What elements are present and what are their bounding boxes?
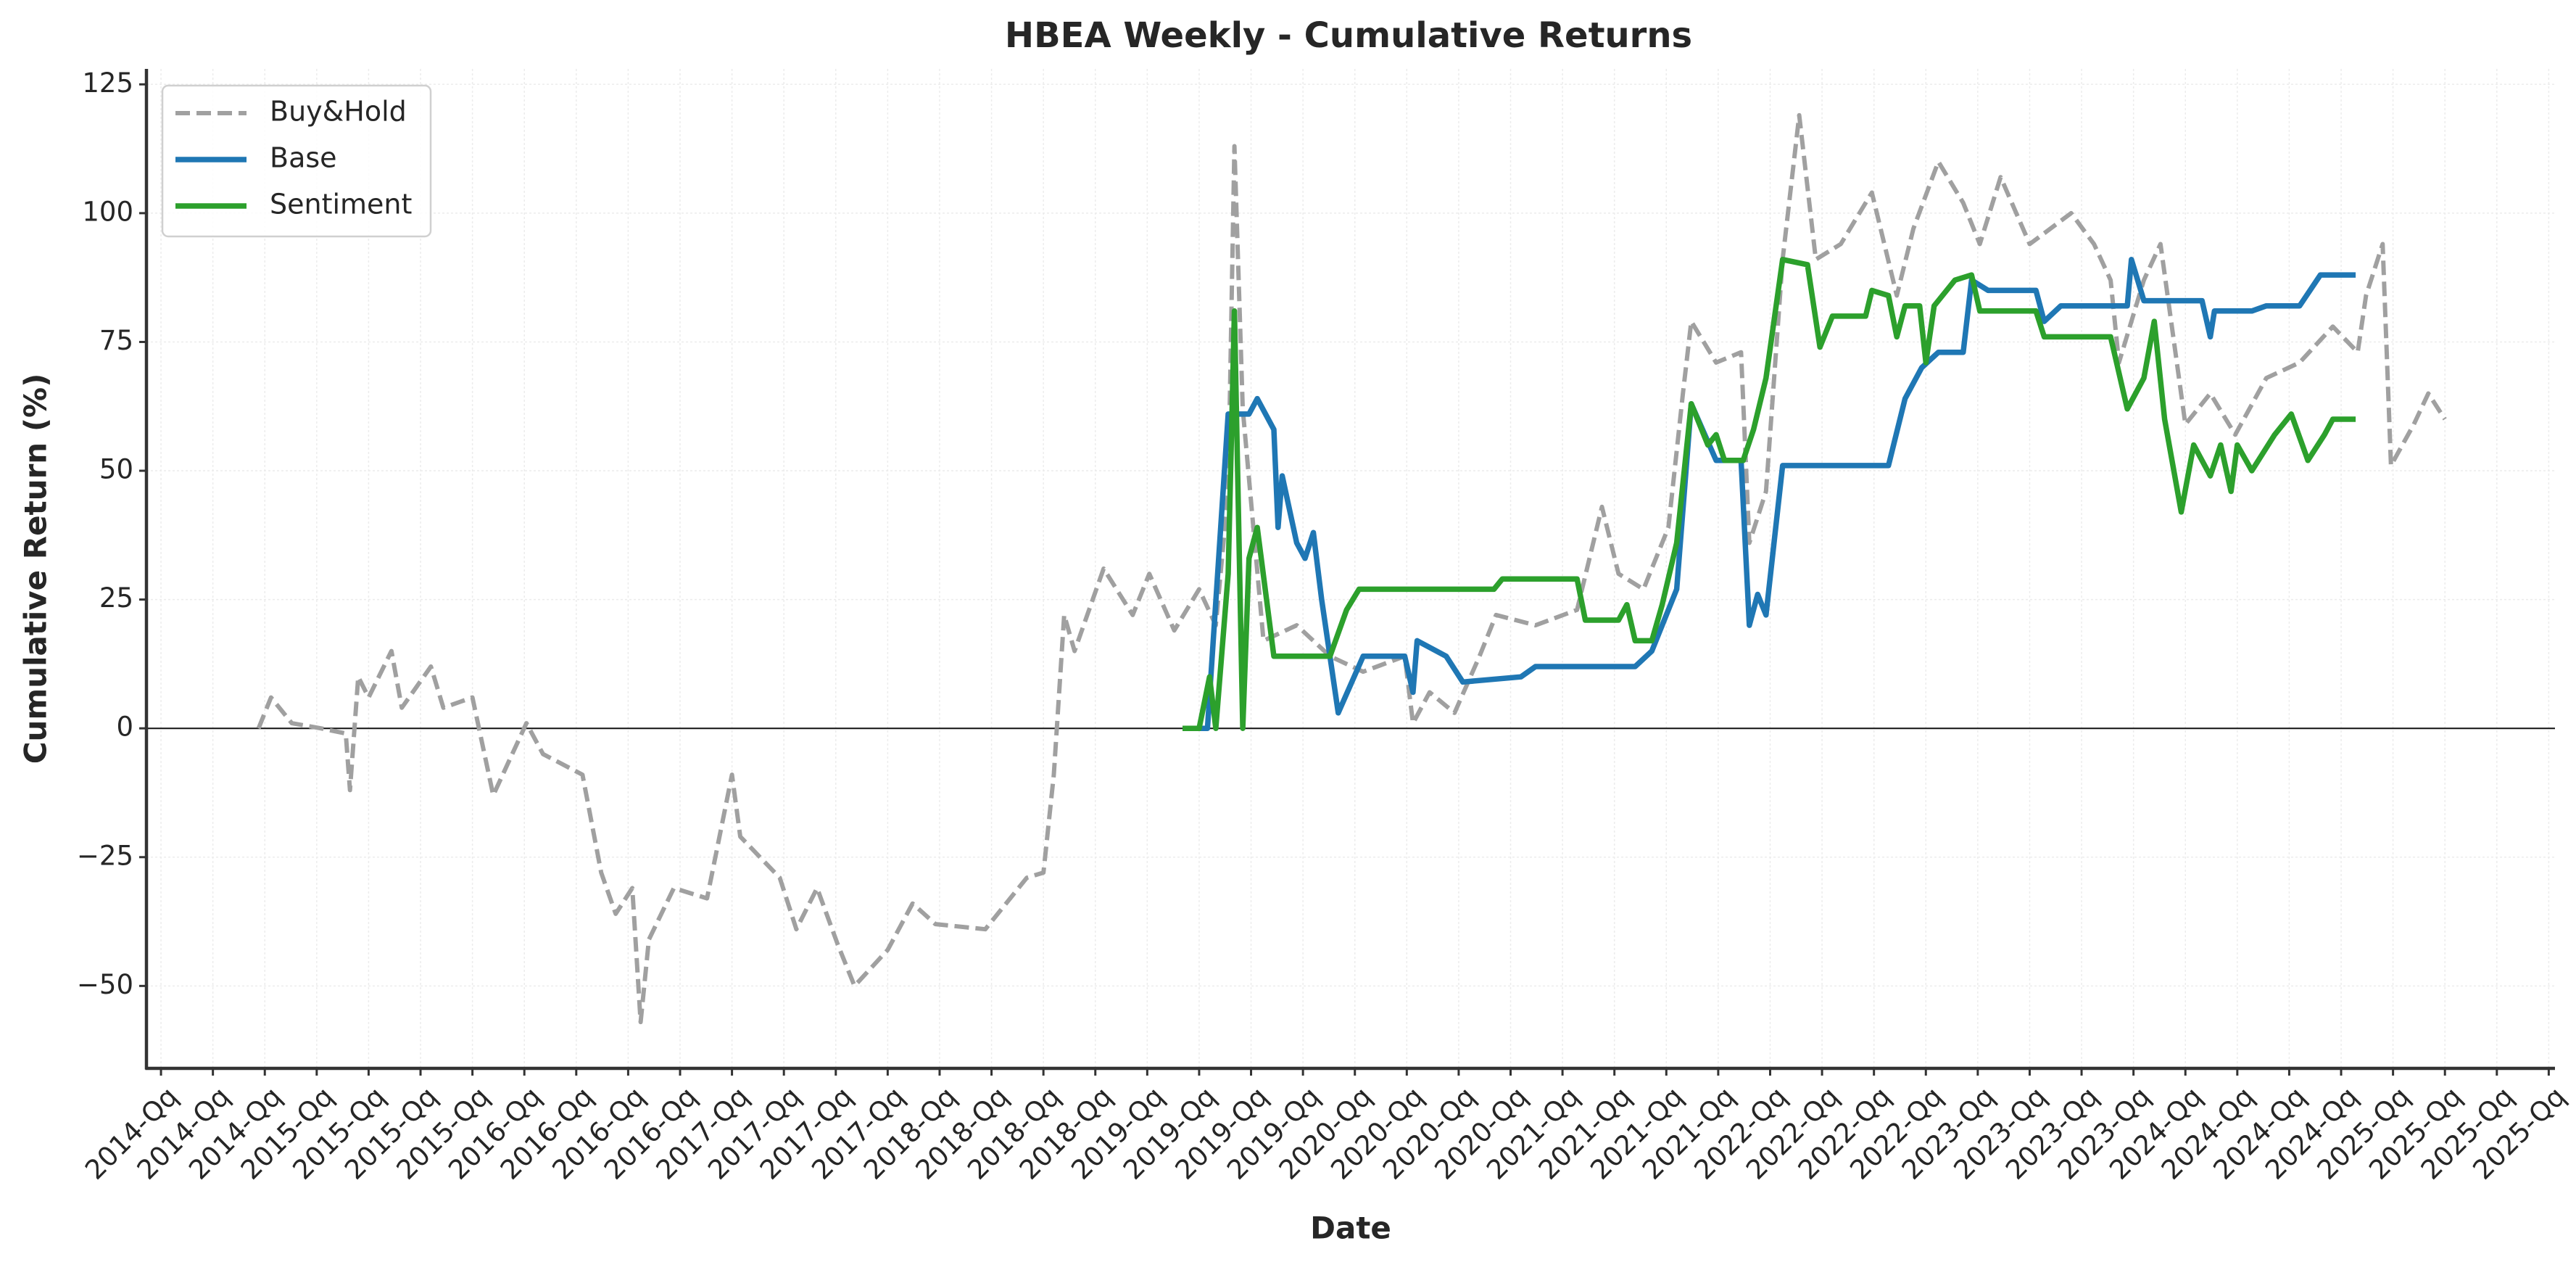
y-tick-label: 0: [116, 712, 133, 743]
y-tick-label: −25: [77, 840, 133, 871]
y-tick-label: 50: [99, 454, 133, 485]
legend: Buy&Hold Base Sentiment: [161, 84, 432, 238]
y-tick-label: 125: [82, 67, 133, 99]
series-line: [256, 112, 2447, 1025]
chart-title: HBEA Weekly - Cumulative Returns: [1005, 15, 1692, 56]
y-tick-label: 75: [99, 325, 133, 356]
y-tick-label: 100: [82, 196, 133, 227]
y-tick-label: −50: [77, 969, 133, 1000]
y-tick-label: 25: [99, 582, 133, 614]
legend-label: Buy&Hold: [270, 96, 407, 128]
x-axis-label: Date: [1310, 1211, 1391, 1246]
y-axis-label: Cumulative Return (%): [18, 374, 54, 764]
legend-box: [161, 84, 432, 238]
legend-label: Base: [270, 142, 337, 174]
series-line: [1183, 257, 2356, 731]
legend-label: Sentiment: [270, 189, 412, 220]
